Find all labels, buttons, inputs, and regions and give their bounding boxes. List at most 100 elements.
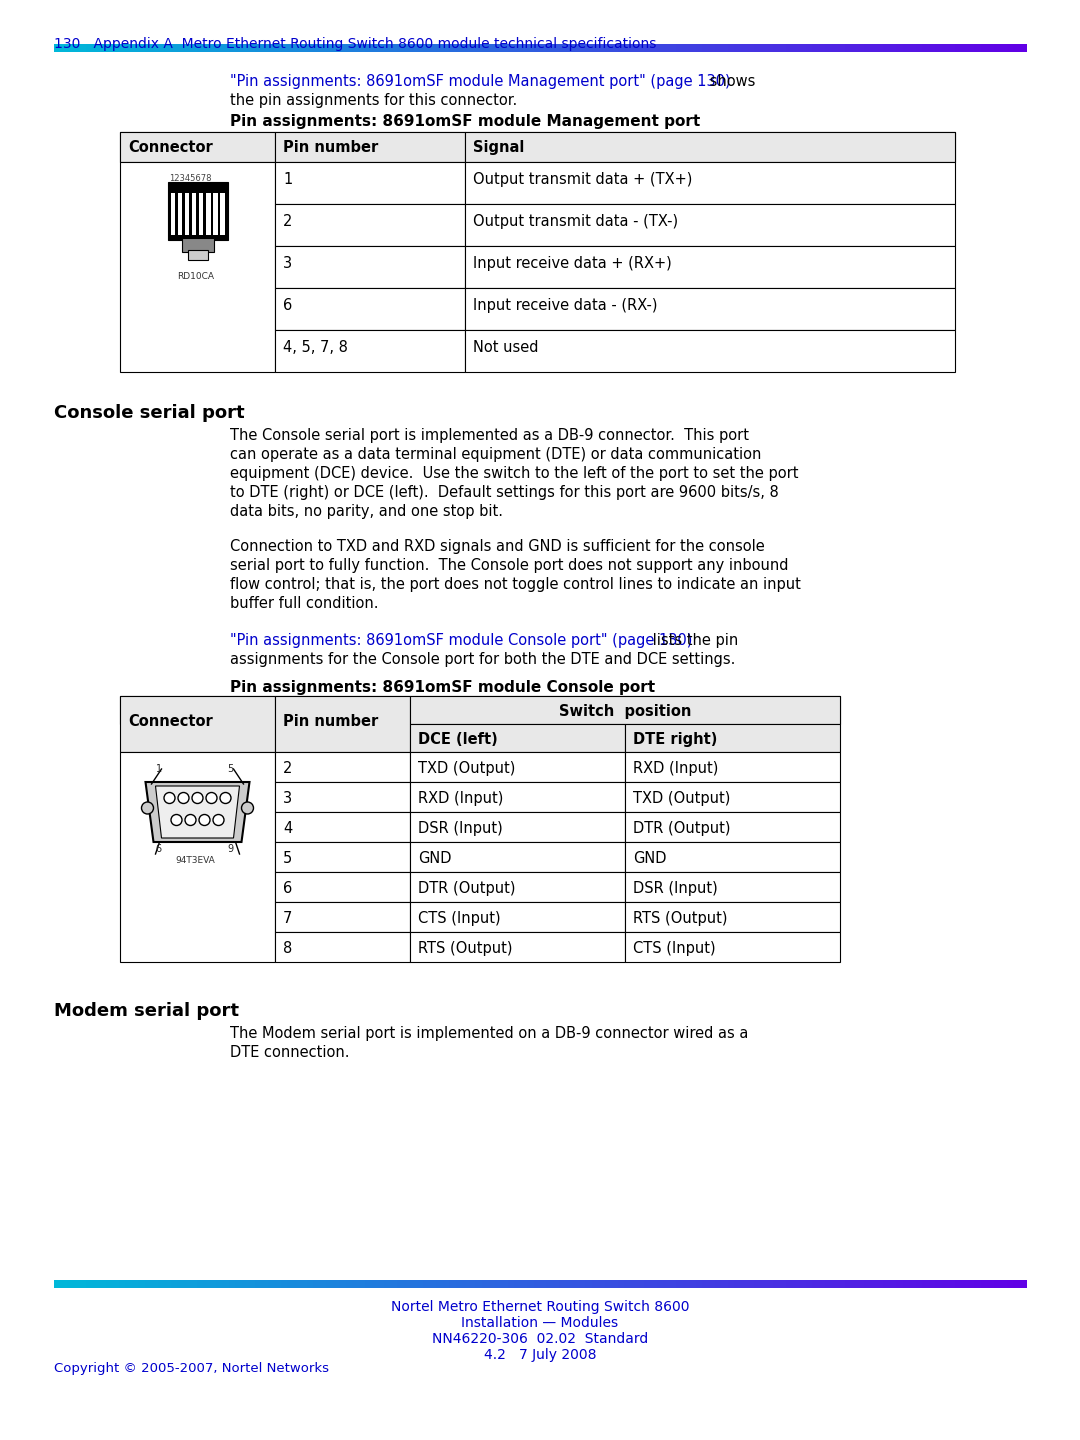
Bar xyxy=(1013,45,1020,52)
Bar xyxy=(132,1280,138,1287)
Bar xyxy=(294,45,300,52)
Circle shape xyxy=(141,802,153,814)
Bar xyxy=(410,696,840,724)
Bar xyxy=(106,45,112,52)
Bar xyxy=(206,193,211,235)
Text: 94T3EVA: 94T3EVA xyxy=(175,855,215,865)
Bar xyxy=(708,45,715,52)
Bar xyxy=(890,1280,896,1287)
Bar xyxy=(188,251,207,261)
Text: Connector: Connector xyxy=(129,714,213,729)
Bar xyxy=(203,45,210,52)
Bar xyxy=(410,873,625,901)
Bar xyxy=(255,1280,261,1287)
Bar xyxy=(54,1280,60,1287)
Bar xyxy=(391,45,397,52)
Bar xyxy=(806,1280,812,1287)
Bar xyxy=(242,1280,248,1287)
Bar xyxy=(274,1280,281,1287)
Bar xyxy=(106,1280,112,1287)
Bar xyxy=(754,45,760,52)
Bar xyxy=(611,45,618,52)
Bar xyxy=(883,1280,890,1287)
Bar xyxy=(508,1280,514,1287)
Bar xyxy=(851,1280,858,1287)
Bar xyxy=(423,45,430,52)
Bar xyxy=(397,1280,404,1287)
Text: Pin number: Pin number xyxy=(283,714,378,729)
Bar xyxy=(715,45,721,52)
Bar xyxy=(410,1280,417,1287)
Circle shape xyxy=(178,792,189,804)
Bar xyxy=(683,45,689,52)
Bar xyxy=(909,1280,916,1287)
Bar xyxy=(352,1280,359,1287)
Text: flow control; that is, the port does not toggle control lines to indicate an inp: flow control; that is, the port does not… xyxy=(230,577,801,592)
Bar xyxy=(469,45,475,52)
Bar xyxy=(73,1280,80,1287)
Bar xyxy=(514,1280,521,1287)
Bar xyxy=(287,1280,294,1287)
Text: RXD (Input): RXD (Input) xyxy=(418,791,503,806)
Bar xyxy=(151,45,158,52)
Bar xyxy=(592,45,598,52)
Bar xyxy=(890,45,896,52)
Bar xyxy=(676,1280,683,1287)
Bar xyxy=(456,45,462,52)
Bar xyxy=(261,1280,268,1287)
Bar xyxy=(935,1280,942,1287)
Text: 6: 6 xyxy=(283,881,293,896)
Bar xyxy=(275,161,465,204)
Bar xyxy=(120,696,275,752)
Bar xyxy=(275,842,410,873)
Bar xyxy=(974,1280,981,1287)
Bar xyxy=(365,1280,372,1287)
Bar xyxy=(741,1280,747,1287)
Bar xyxy=(670,45,676,52)
Text: NN46220-306  02.02  Standard: NN46220-306 02.02 Standard xyxy=(432,1332,648,1346)
Bar xyxy=(521,45,527,52)
Text: Pin assignments: 8691omSF module Console port: Pin assignments: 8691omSF module Console… xyxy=(230,680,656,696)
Bar xyxy=(631,1280,637,1287)
Bar xyxy=(417,45,423,52)
Bar xyxy=(60,45,67,52)
Bar xyxy=(326,45,333,52)
Bar xyxy=(430,1280,436,1287)
Text: GND: GND xyxy=(418,851,451,865)
Bar xyxy=(436,45,443,52)
Bar xyxy=(534,1280,540,1287)
Circle shape xyxy=(242,802,254,814)
Bar xyxy=(313,45,320,52)
Bar xyxy=(235,45,242,52)
Text: Connector: Connector xyxy=(129,140,213,156)
Bar xyxy=(495,45,501,52)
Bar xyxy=(210,1280,216,1287)
Bar xyxy=(359,1280,365,1287)
Bar xyxy=(465,161,955,204)
Text: 4, 5, 7, 8: 4, 5, 7, 8 xyxy=(283,340,348,356)
Bar xyxy=(197,45,203,52)
Bar xyxy=(935,45,942,52)
Bar xyxy=(625,812,840,842)
Bar xyxy=(222,1280,229,1287)
Bar xyxy=(501,45,508,52)
Circle shape xyxy=(192,792,203,804)
Bar xyxy=(618,1280,624,1287)
Bar xyxy=(1013,1280,1020,1287)
Bar xyxy=(851,45,858,52)
Bar xyxy=(125,1280,132,1287)
Bar xyxy=(572,1280,579,1287)
Bar xyxy=(631,45,637,52)
Bar xyxy=(73,45,80,52)
Text: buffer full condition.: buffer full condition. xyxy=(230,596,378,611)
Bar xyxy=(760,45,767,52)
Text: Installation — Modules: Installation — Modules xyxy=(461,1316,619,1331)
Bar xyxy=(1020,45,1026,52)
Bar xyxy=(222,45,229,52)
Text: CTS (Input): CTS (Input) xyxy=(633,940,716,956)
Text: 3: 3 xyxy=(283,791,292,806)
Bar xyxy=(812,45,819,52)
Bar xyxy=(981,45,987,52)
Text: Input receive data - (RX-): Input receive data - (RX-) xyxy=(473,298,658,312)
Bar xyxy=(475,45,482,52)
